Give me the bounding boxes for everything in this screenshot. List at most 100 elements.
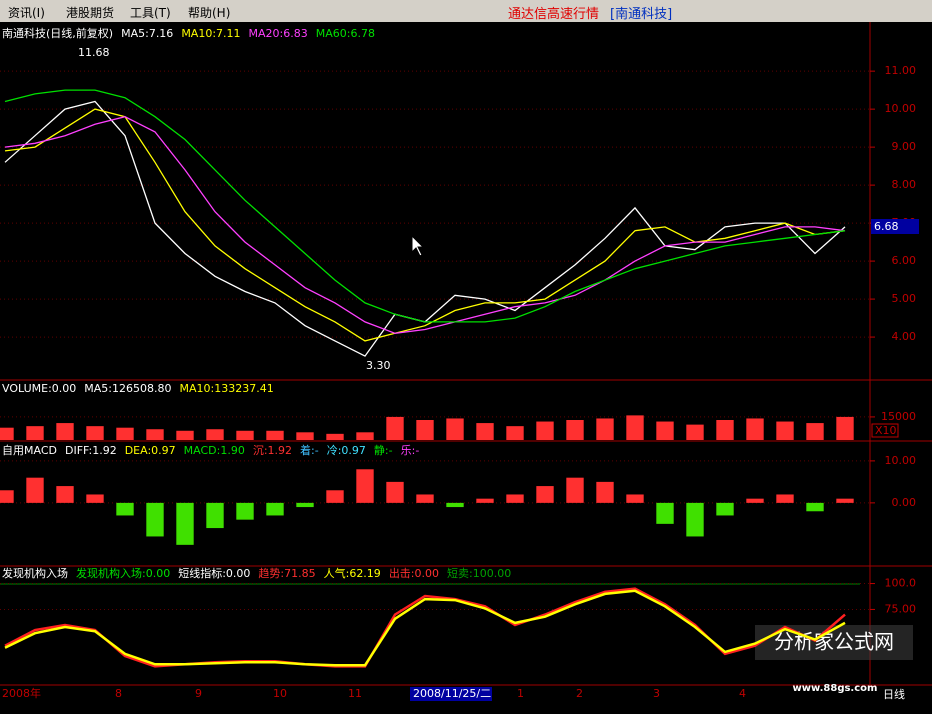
y-tick-label: 5.00 <box>892 292 917 305</box>
unit-label: X10 <box>875 424 897 437</box>
legend-entry: MA60:6.78 <box>316 27 375 40</box>
bar <box>626 494 644 503</box>
bar <box>416 420 434 440</box>
bar <box>746 498 764 503</box>
bar <box>446 418 464 440</box>
menu-item[interactable]: 港股期货 <box>66 6 115 20</box>
menu-bar: 资讯(I) 港股期货 工具(T) 帮助(H) 通达信高速行情 [南通科技] <box>0 0 932 23</box>
annotation: 3.30 <box>366 359 391 372</box>
annotation: 11.68 <box>78 46 110 59</box>
bar <box>686 502 704 537</box>
legend-entry: 人气:62.19 <box>324 566 381 580</box>
bar <box>26 426 44 440</box>
y-tick-label: 100.0 <box>885 577 917 590</box>
bar <box>56 423 74 440</box>
cursor <box>411 234 425 257</box>
bar <box>386 481 404 503</box>
legend-entry: 静:- <box>374 443 393 457</box>
series-line <box>4 89 846 323</box>
status-right: 日线 <box>883 687 905 701</box>
bar <box>146 429 164 440</box>
date-label: 2008年 <box>2 686 41 700</box>
date-label: 2 <box>576 687 583 700</box>
bar <box>596 418 614 440</box>
legend-entry: DEA:0.97 <box>125 444 176 457</box>
bar <box>326 490 344 503</box>
bar <box>0 427 14 440</box>
legend-entry: 趋势:71.85 <box>258 567 315 580</box>
legend-entry: 冷:0.97 <box>327 444 366 457</box>
bar <box>56 486 74 503</box>
legend-entry: 自用MACD <box>2 444 57 457</box>
bar <box>146 502 164 537</box>
bar <box>416 494 434 503</box>
y-tick-label: 75.00 <box>885 602 917 615</box>
bar <box>386 416 404 440</box>
legend-entry: 发现机构入场 <box>2 566 68 580</box>
bar <box>116 502 134 516</box>
bar <box>176 430 194 440</box>
bar <box>776 494 794 503</box>
bar <box>356 432 374 440</box>
bar <box>206 429 224 440</box>
legend-entry: VOLUME:0.00 <box>2 382 76 395</box>
menu-item[interactable]: 帮助(H) <box>188 6 231 20</box>
bar <box>716 420 734 440</box>
background <box>0 22 932 714</box>
bar <box>566 420 584 440</box>
y-tick-label: 10.00 <box>885 454 917 467</box>
legend-entry: 发现机构入场:0.00 <box>76 566 170 580</box>
bar <box>86 494 104 503</box>
bar <box>626 415 644 440</box>
date-label: 9 <box>195 687 202 700</box>
bar <box>776 421 794 440</box>
bar <box>356 469 374 503</box>
watermark-url: www.88gs.com <box>793 683 878 694</box>
date-label: 4 <box>739 687 746 700</box>
bar <box>26 477 44 503</box>
bar <box>476 423 494 440</box>
bar <box>86 426 104 440</box>
y-tick-label: 8.00 <box>892 178 917 191</box>
bar <box>596 481 614 503</box>
app-title: 通达信高速行情 <box>508 7 600 22</box>
current-price: 6.68 <box>874 220 899 233</box>
chart: 分析家公式网 www.88gs.com 日线 南通科技(日线,前复权) MA5:7… <box>0 22 932 714</box>
series-line <box>4 589 846 667</box>
bar <box>836 416 854 440</box>
date-label: 1 <box>517 687 524 700</box>
legend-entry: MA5:126508.80 <box>84 382 171 395</box>
bar <box>806 423 824 440</box>
bar <box>536 421 554 440</box>
bar <box>536 486 554 503</box>
bar <box>746 418 764 440</box>
legend-entry: MA10:7.11 <box>181 27 240 40</box>
date-label: 10 <box>273 687 287 700</box>
legend-entry: 出击:0.00 <box>389 566 439 580</box>
bar <box>176 502 194 545</box>
legend-entry: 南通科技(日线,前复权) <box>2 26 113 40</box>
legend-entry: MA10:133237.41 <box>179 382 273 395</box>
bar <box>296 432 314 440</box>
series-line <box>4 116 846 334</box>
y-tick-label: 11.00 <box>885 64 917 77</box>
date-label: 3 <box>653 687 660 700</box>
y-tick-label: 6.00 <box>892 254 917 267</box>
legend-entry: 短卖:100.00 <box>447 566 511 580</box>
date-highlight <box>410 687 492 701</box>
y-tick-label: 4.00 <box>892 330 917 343</box>
y-tick-label: 10.00 <box>885 102 917 115</box>
legend-entry: MA5:7.16 <box>121 27 173 40</box>
bar <box>806 502 824 512</box>
menu-item[interactable]: 资讯(I) <box>8 6 45 20</box>
legend-entry: 沉:1.92 <box>253 444 292 457</box>
legend-entry: 短线指标:0.00 <box>178 566 250 580</box>
unit-box <box>871 423 899 438</box>
legend-entry: 着:- <box>300 443 319 457</box>
bar <box>716 502 734 516</box>
menu-item[interactable]: 工具(T) <box>130 6 171 20</box>
bar <box>506 494 524 503</box>
legend-entry: MACD:1.90 <box>184 444 245 457</box>
y-tick-label: 15000 <box>881 410 916 423</box>
